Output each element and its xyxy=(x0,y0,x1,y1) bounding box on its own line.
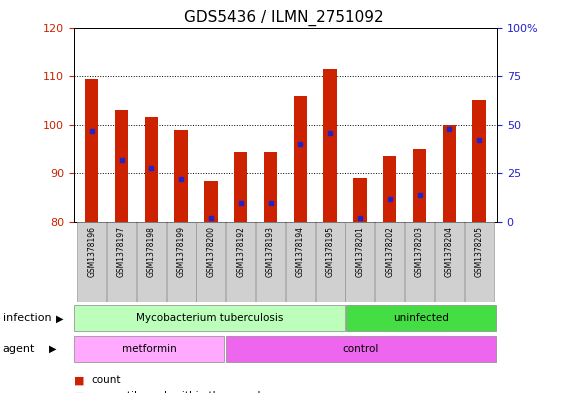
Text: GDS5436 / ILMN_2751092: GDS5436 / ILMN_2751092 xyxy=(184,10,384,26)
Text: agent: agent xyxy=(3,343,35,354)
Bar xyxy=(77,222,106,302)
Bar xyxy=(345,222,374,302)
Text: ■: ■ xyxy=(74,375,84,386)
Bar xyxy=(115,110,128,222)
Bar xyxy=(225,336,496,362)
Bar xyxy=(413,149,426,222)
Bar xyxy=(294,95,307,222)
Text: metformin: metformin xyxy=(122,343,177,354)
Bar xyxy=(286,222,315,302)
Bar xyxy=(473,101,486,222)
Text: GSM1378195: GSM1378195 xyxy=(325,226,335,277)
Bar xyxy=(383,156,396,222)
Bar xyxy=(107,222,136,302)
Text: count: count xyxy=(91,375,120,386)
Text: GSM1378200: GSM1378200 xyxy=(206,226,215,277)
Text: GSM1378202: GSM1378202 xyxy=(385,226,394,277)
Text: GSM1378205: GSM1378205 xyxy=(475,226,483,277)
Bar xyxy=(353,178,366,222)
Bar xyxy=(145,118,158,222)
Text: GSM1378192: GSM1378192 xyxy=(236,226,245,277)
Bar xyxy=(137,222,166,302)
Bar xyxy=(256,222,285,302)
Text: Mycobacterium tuberculosis: Mycobacterium tuberculosis xyxy=(136,313,283,323)
Bar xyxy=(405,222,434,302)
Text: GSM1378194: GSM1378194 xyxy=(296,226,305,277)
Bar xyxy=(74,305,345,331)
Bar xyxy=(166,222,195,302)
Bar xyxy=(204,181,218,222)
Text: ▶: ▶ xyxy=(49,343,57,354)
Bar xyxy=(74,336,224,362)
Bar xyxy=(346,305,496,331)
Text: GSM1378193: GSM1378193 xyxy=(266,226,275,277)
Bar xyxy=(264,152,277,222)
Text: percentile rank within the sample: percentile rank within the sample xyxy=(91,391,267,393)
Bar xyxy=(316,222,345,302)
Text: GSM1378198: GSM1378198 xyxy=(147,226,156,277)
Text: GSM1378196: GSM1378196 xyxy=(87,226,96,277)
Bar xyxy=(226,222,255,302)
Bar xyxy=(375,222,404,302)
Text: ▶: ▶ xyxy=(56,313,64,323)
Text: GSM1378201: GSM1378201 xyxy=(356,226,365,277)
Text: ■: ■ xyxy=(74,391,84,393)
Text: uninfected: uninfected xyxy=(394,313,449,323)
Bar xyxy=(435,222,464,302)
Bar xyxy=(323,69,337,222)
Bar xyxy=(442,125,456,222)
Text: GSM1378204: GSM1378204 xyxy=(445,226,454,277)
Text: GSM1378197: GSM1378197 xyxy=(117,226,126,277)
Text: GSM1378199: GSM1378199 xyxy=(177,226,186,277)
Bar xyxy=(234,152,248,222)
Bar xyxy=(85,79,98,222)
Text: infection: infection xyxy=(3,313,52,323)
Text: GSM1378203: GSM1378203 xyxy=(415,226,424,277)
Text: control: control xyxy=(343,343,379,354)
Bar xyxy=(197,222,225,302)
Bar xyxy=(465,222,494,302)
Bar xyxy=(174,130,188,222)
